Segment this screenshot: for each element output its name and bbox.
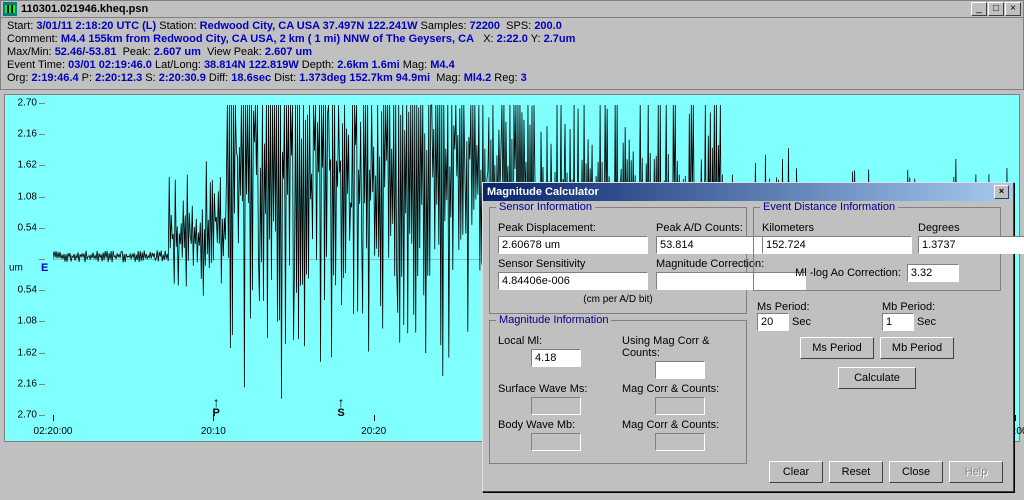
ml-log-ao-correction-input[interactable] [907, 264, 959, 282]
kilometers-input[interactable] [762, 236, 912, 254]
app-icon [3, 2, 17, 16]
help-button[interactable]: Help [949, 461, 1003, 483]
close-button[interactable]: × [1005, 2, 1021, 16]
mb-period-button[interactable]: Mb Period [880, 337, 954, 359]
window-title: 110301.021946.kheq.psn [21, 3, 971, 15]
reset-button[interactable]: Reset [829, 461, 883, 483]
s-marker: ↑S [337, 397, 344, 419]
clear-button[interactable]: Clear [769, 461, 823, 483]
ms-magcorr-input [655, 397, 705, 415]
surface-wave-ms-input [531, 397, 581, 415]
ms-period-input[interactable] [757, 313, 789, 331]
ms-period-button[interactable]: Ms Period [800, 337, 874, 359]
maximize-button[interactable]: □ [988, 2, 1004, 16]
degrees-input[interactable] [918, 236, 1024, 254]
dialog-title: Magnitude Calculator [487, 186, 994, 198]
event-distance-group: Event Distance Information Kilometers De… [753, 207, 1001, 291]
body-wave-mb-input [531, 433, 581, 451]
p-marker: ↑P [213, 397, 220, 419]
info-panel: Start: 3/01/11 2:18:20 UTC (L) Station: … [0, 18, 1024, 90]
title-bar: 110301.021946.kheq.psn _ □ × [0, 0, 1024, 18]
dialog-close-button[interactable]: × [994, 185, 1009, 199]
channel-label: E [41, 262, 48, 274]
mb-period-input[interactable] [882, 313, 914, 331]
peak-displacement-input[interactable] [498, 236, 648, 254]
magnitude-info-group: Magnitude Information Local Ml: Using Ma… [489, 320, 747, 464]
using-magcorr-input[interactable] [655, 361, 705, 379]
calculate-button[interactable]: Calculate [838, 367, 916, 389]
minimize-button[interactable]: _ [971, 2, 987, 16]
close-dialog-button[interactable]: Close [889, 461, 943, 483]
mb-magcorr-input [655, 433, 705, 451]
y-axis-label: um [9, 263, 23, 274]
sensor-sensitivity-input[interactable] [498, 272, 648, 290]
dialog-titlebar[interactable]: Magnitude Calculator × [483, 183, 1013, 201]
local-ml-input[interactable] [531, 349, 581, 367]
sensor-info-group: Sensor Information Peak Displacement: Pe… [489, 207, 747, 314]
magnitude-calculator-dialog: Magnitude Calculator × Sensor Informatio… [482, 182, 1014, 492]
